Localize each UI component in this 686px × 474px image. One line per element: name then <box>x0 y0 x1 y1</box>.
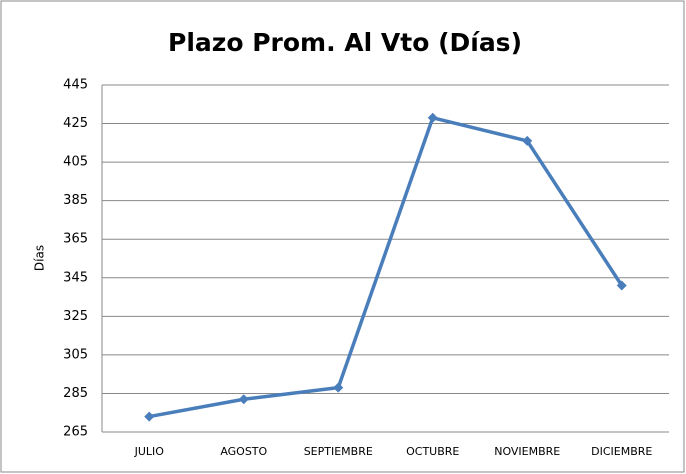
point-marker <box>616 280 627 291</box>
y-axis-label: Días <box>33 245 47 271</box>
chart-title: Plazo Prom. Al Vto (Días) <box>168 28 522 57</box>
x-tick-label: SEPTIEMBRE <box>304 445 373 458</box>
x-tick-label: NOVIEMBRE <box>494 445 560 458</box>
y-tick-label: 385 <box>63 193 88 208</box>
y-tick-label: 405 <box>63 155 88 170</box>
point-marker <box>238 394 249 405</box>
line-series <box>148 116 624 419</box>
y-tick-label: 425 <box>63 116 88 131</box>
x-tick-label: AGOSTO <box>220 445 267 458</box>
point-marker <box>144 411 155 422</box>
x-tick-label: DICIEMBRE <box>591 445 652 458</box>
y-tick-label: 345 <box>63 270 88 285</box>
x-tick-label: JULIO <box>134 445 165 458</box>
y-tick-label: 325 <box>63 309 88 324</box>
point-marker <box>522 135 533 146</box>
y-tick-label: 285 <box>63 386 88 401</box>
y-tick-label: 265 <box>63 425 88 440</box>
point-marker <box>427 112 438 123</box>
y-tick-label: 305 <box>63 347 88 362</box>
y-tick-label: 445 <box>63 78 88 93</box>
x-tick-label: OCTUBRE <box>406 445 459 458</box>
y-tick-label: 365 <box>63 232 88 247</box>
point-marker <box>333 382 344 393</box>
